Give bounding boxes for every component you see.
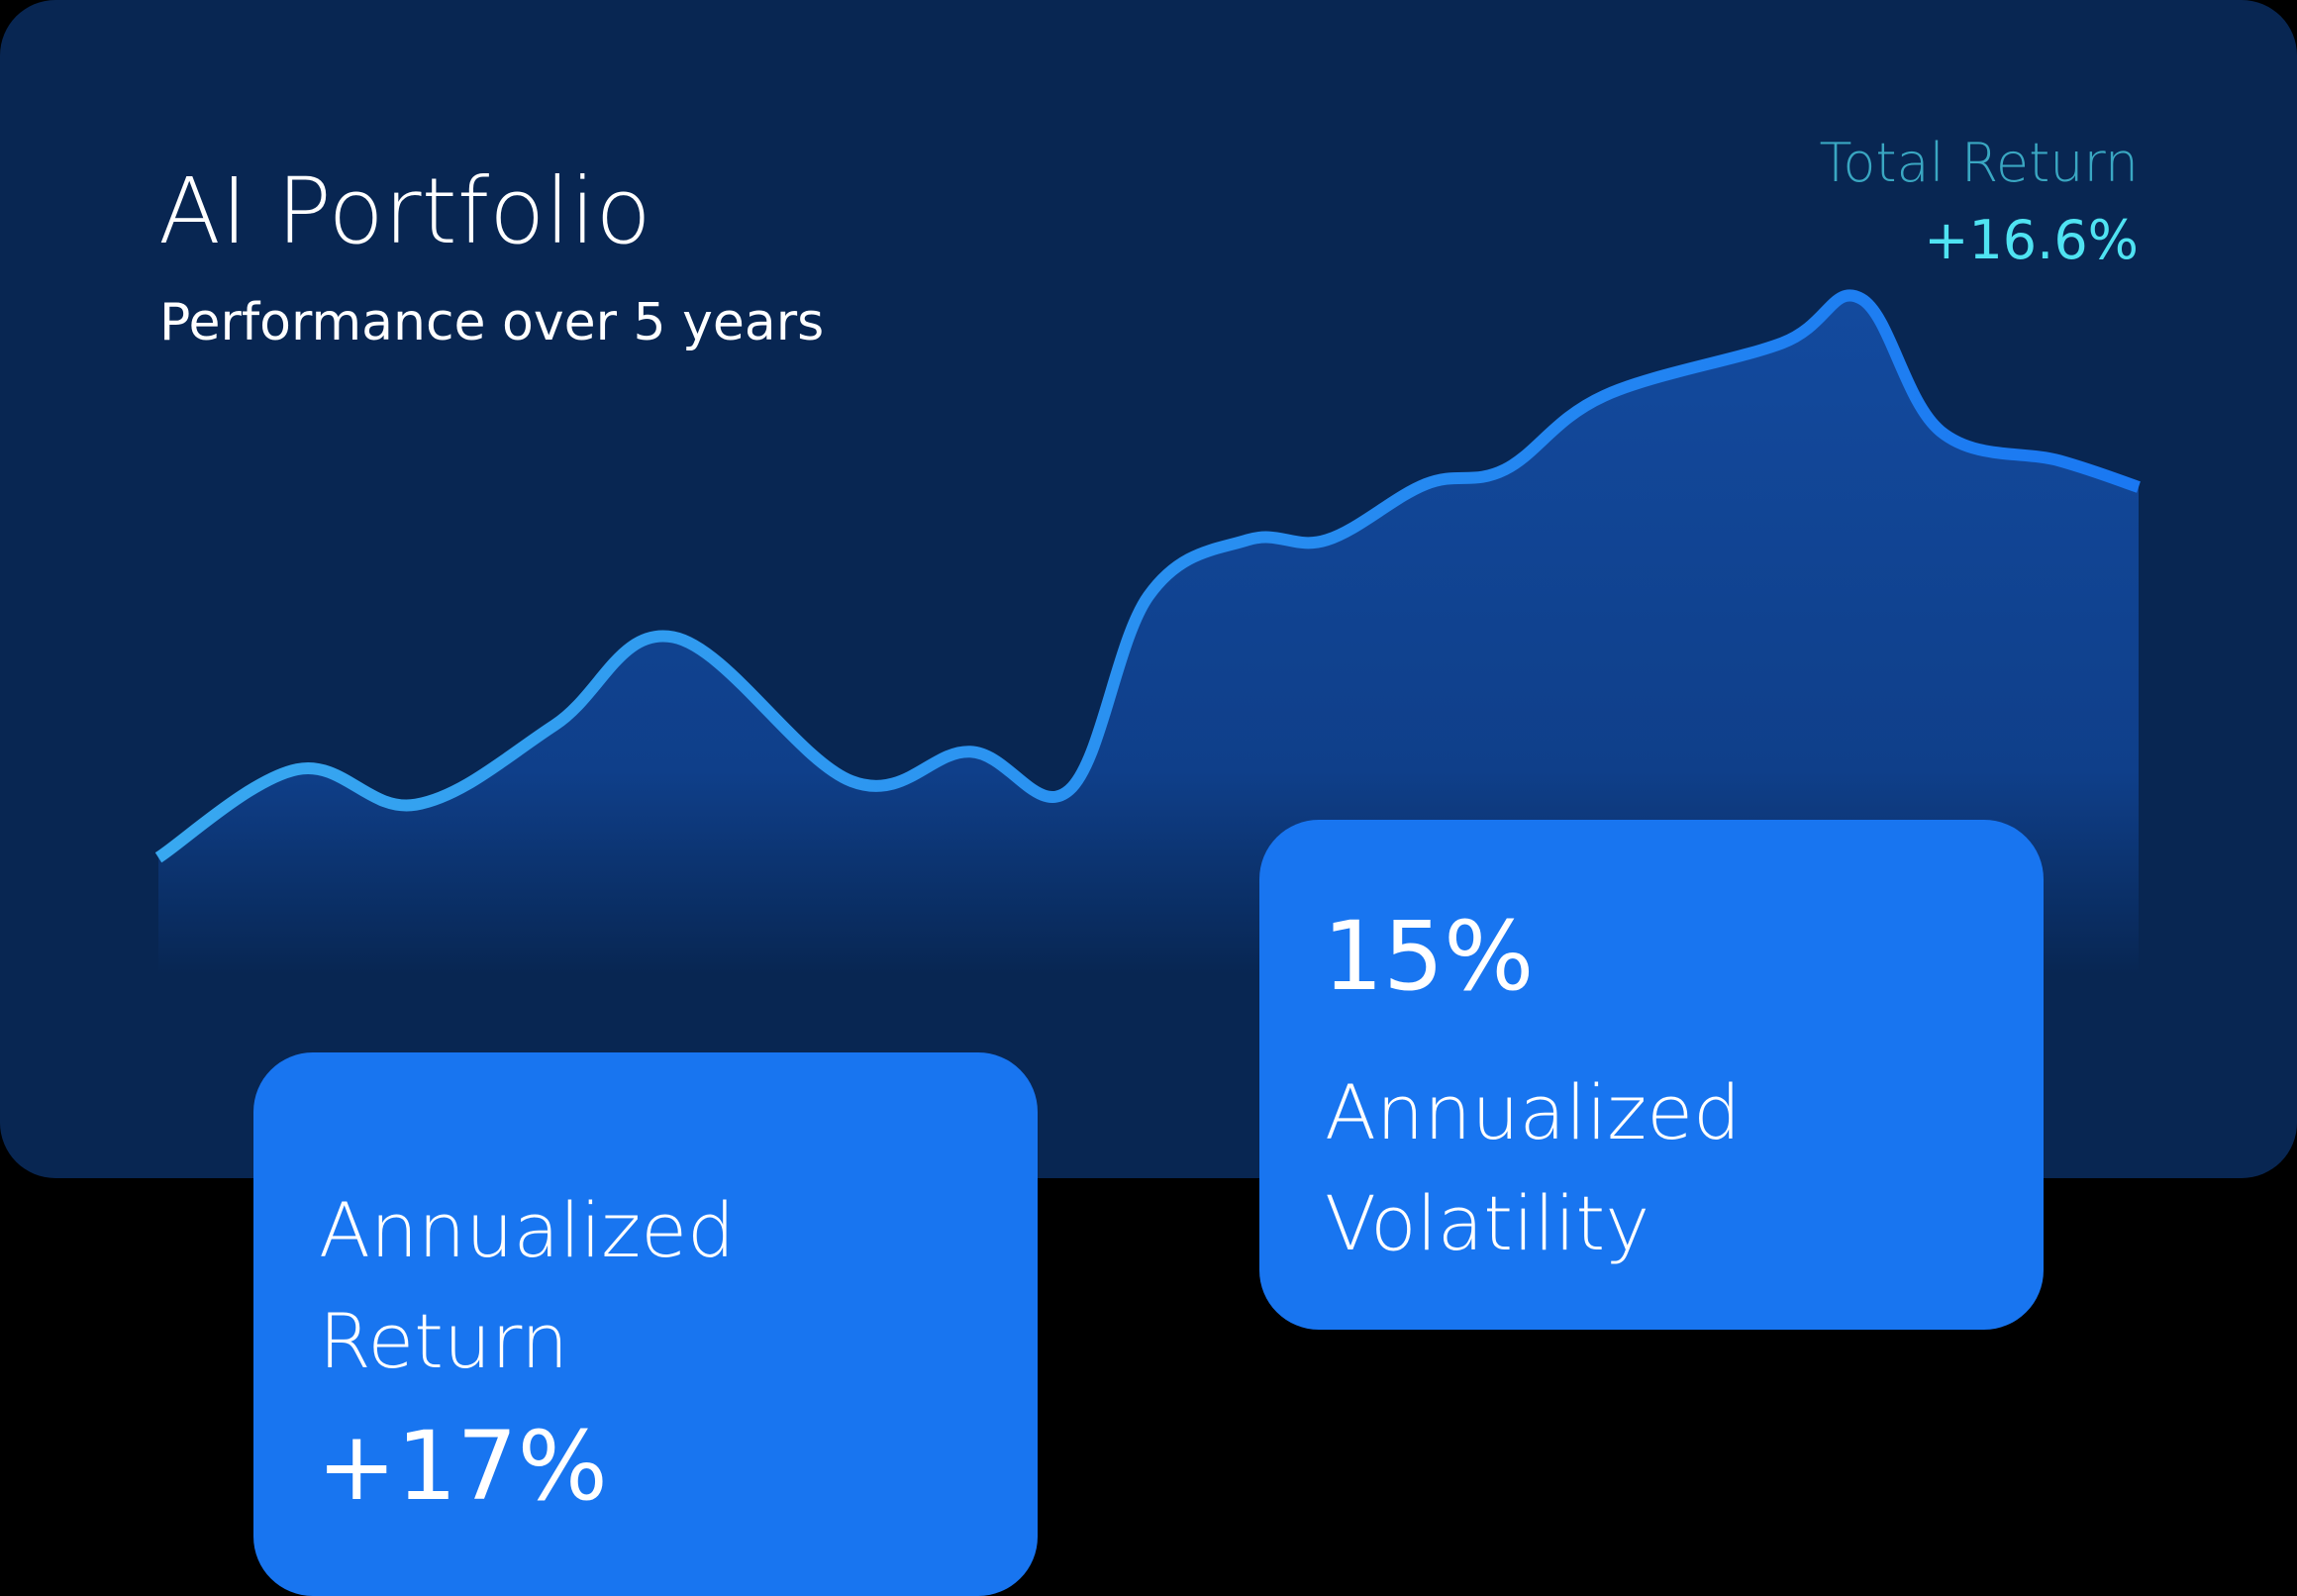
page-subtitle: Performance over 5 years <box>159 293 825 352</box>
portfolio-card: AI Portfolio Performance over 5 years To… <box>0 0 2297 1178</box>
total-return-summary: Total Return +16.6% <box>1820 137 2139 267</box>
annualized-return-label: Annualized Return <box>319 1186 736 1385</box>
data-point-7 <box>1063 784 1075 796</box>
data-point-17 <box>2053 454 2065 466</box>
annualized-volatility-card: 15% Annualized Volatility <box>1259 820 2044 1330</box>
data-point-15 <box>1855 293 1867 305</box>
performance-line <box>154 289 2141 863</box>
data-point-3 <box>549 720 560 732</box>
data-point-0 <box>152 851 164 863</box>
performance-chart <box>152 289 2145 975</box>
data-point-18 <box>2133 481 2145 493</box>
data-point-2 <box>410 799 422 811</box>
annualized-return-value: +17% <box>317 1411 608 1522</box>
annualized-volatility-label: Annualized Volatility <box>1325 1068 1742 1267</box>
data-point-4 <box>667 632 679 644</box>
annualized-volatility-value: 15% <box>1323 901 1535 1012</box>
data-point-10 <box>1321 534 1333 546</box>
data-point-16 <box>1935 426 1947 438</box>
performance-area <box>158 295 2139 975</box>
data-point-5 <box>846 775 857 787</box>
total-return-value: +16.6% <box>1924 209 2139 271</box>
data-point-1 <box>291 763 303 775</box>
page-title: AI Portfolio <box>158 158 651 264</box>
data-point-11 <box>1420 478 1432 490</box>
data-point-12 <box>1499 463 1511 475</box>
data-point-8 <box>1143 590 1154 602</box>
data-point-6 <box>964 746 976 757</box>
annualized-return-card: Annualized Return +17% <box>253 1052 1038 1596</box>
data-point-14 <box>1776 338 1788 349</box>
data-point-13 <box>1598 390 1610 402</box>
data-point-9 <box>1242 534 1253 546</box>
total-return-label: Total Return <box>1819 132 2139 194</box>
